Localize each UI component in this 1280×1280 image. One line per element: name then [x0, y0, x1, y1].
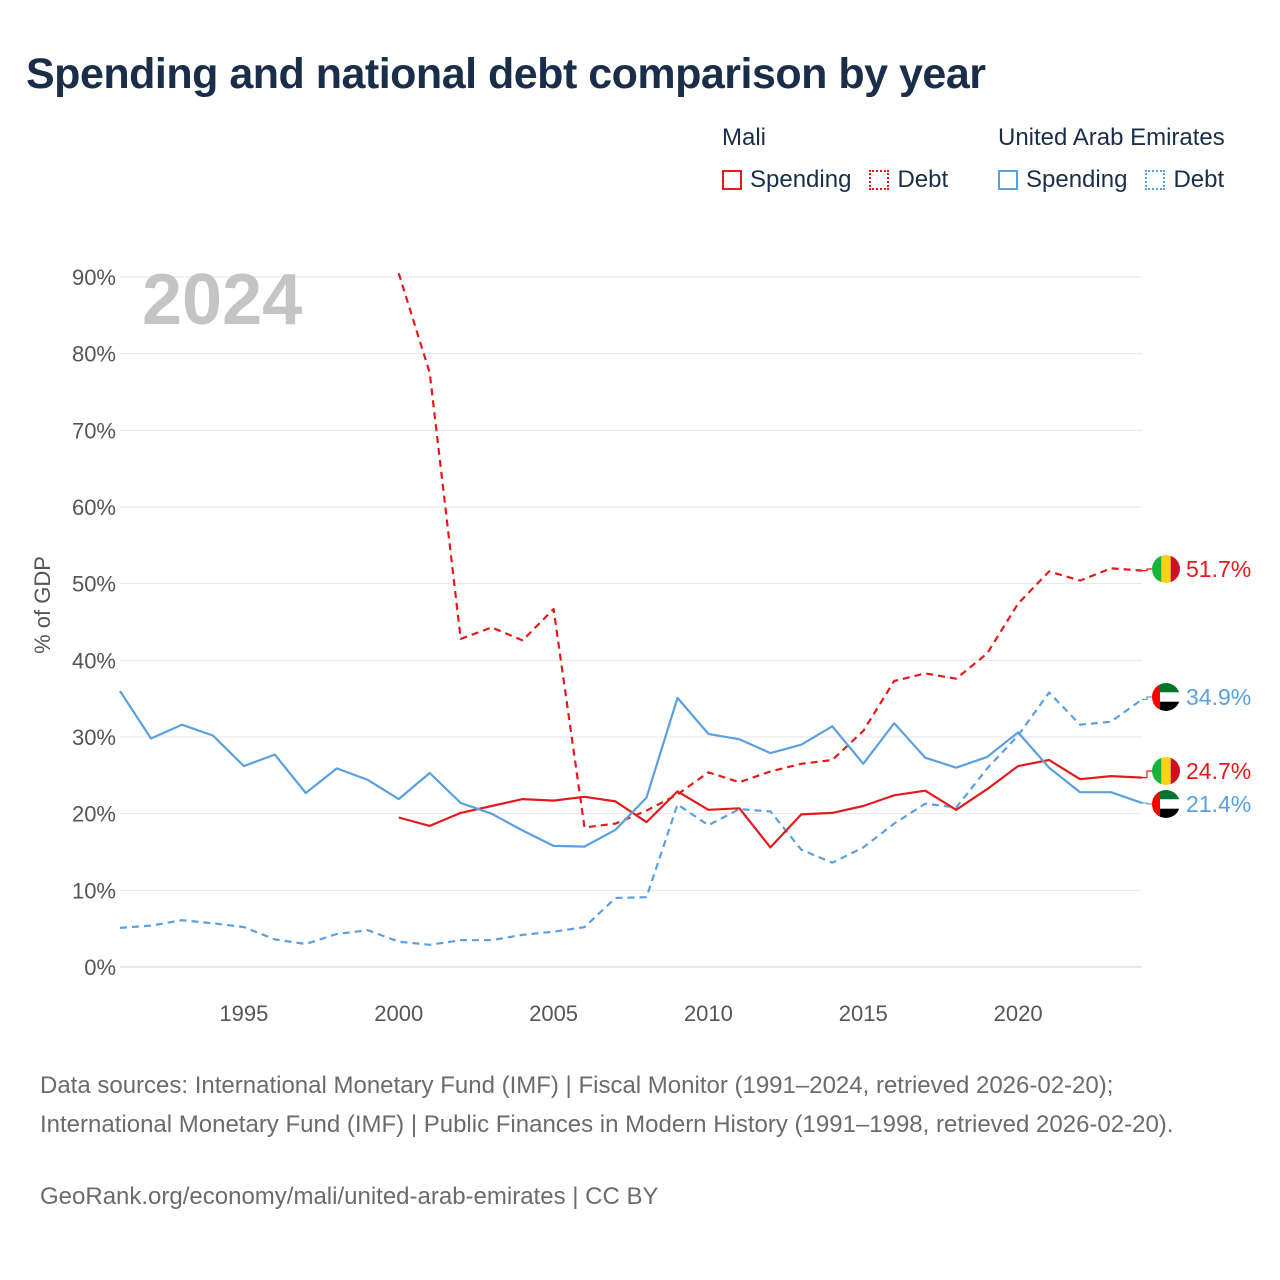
- x-tick-label: 2000: [374, 1001, 423, 1026]
- uae-debt-line[interactable]: [119, 691, 1143, 946]
- end-value-label: 21.4%: [1186, 791, 1251, 817]
- x-tick-label: 1995: [219, 1001, 268, 1026]
- chart-area: 2024 0% 10% 20% 30% 40% 50% 60% 70% 80% 90% 1995 2…: [30, 260, 1251, 1026]
- end-labels: 51.7% 34.9% 24.7% 21.4%: [1142, 555, 1251, 818]
- end-value-label: 24.7%: [1186, 758, 1251, 784]
- chart-title: Spending and national debt comparison by…: [26, 50, 986, 98]
- y-axis-label: % of GDP: [30, 556, 55, 654]
- x-tick-label: 2010: [684, 1001, 733, 1026]
- grid: [120, 276, 1142, 968]
- mali-flag-icon: [1152, 555, 1180, 583]
- legend-country-mali: Mali: [722, 124, 767, 151]
- x-tick-label: 2015: [839, 1001, 888, 1026]
- y-tick-label: 80%: [72, 342, 116, 367]
- uae-spending-line[interactable]: [119, 690, 1143, 848]
- legend-group-uae: United Arab Emirates Spending Debt: [998, 124, 1242, 194]
- y-tick-label: 30%: [72, 725, 116, 750]
- legend-label: Debt: [897, 166, 949, 193]
- footer-sources: Data sources: International Monetary Fun…: [40, 1072, 1174, 1138]
- end-value-label: 34.9%: [1186, 684, 1251, 710]
- legend-label: Spending: [750, 166, 852, 193]
- y-tick-label: 0%: [84, 955, 116, 980]
- end-connector: [1142, 802, 1152, 805]
- x-tick-label: 2020: [994, 1001, 1043, 1026]
- legend-item-uae-spending[interactable]: Spending: [998, 166, 1127, 194]
- end-connector: [1142, 770, 1152, 779]
- legend-item-uae-debt[interactable]: Debt: [1145, 166, 1224, 194]
- legend-group-mali: Mali Spending Debt: [722, 124, 966, 194]
- y-tick-label: 50%: [72, 572, 116, 597]
- end-connector: [1142, 568, 1152, 572]
- series: [119, 272, 1143, 946]
- legend-item-mali-spending[interactable]: Spending: [722, 166, 851, 194]
- legend-country-uae: United Arab Emirates: [998, 124, 1225, 151]
- legend-swatch-dotted-icon: [1145, 170, 1166, 190]
- y-tick-label: 40%: [72, 648, 116, 673]
- footer-link[interactable]: GeoRank.org/economy/mali/united-arab-emi…: [40, 1183, 659, 1210]
- legend-label: Debt: [1173, 166, 1225, 193]
- legend-label: Spending: [1026, 166, 1128, 193]
- end-value-label: 51.7%: [1186, 556, 1251, 582]
- legend-swatch-dotted-icon: [869, 170, 890, 190]
- y-axis: 0% 10% 20% 30% 40% 50% 60% 70% 80% 90%: [72, 265, 116, 980]
- x-axis: 1995 2000 2005 2010 2015 2020: [219, 1001, 1042, 1026]
- year-overlay: 2024: [142, 260, 302, 340]
- uae-flag-icon: [1152, 790, 1180, 818]
- mali-spending-line[interactable]: [398, 758, 1143, 849]
- mali-flag-icon: [1152, 757, 1180, 785]
- y-tick-label: 10%: [72, 878, 116, 903]
- legend-item-mali-debt[interactable]: Debt: [869, 166, 948, 194]
- y-tick-label: 70%: [72, 418, 116, 443]
- uae-flag-icon: [1152, 683, 1180, 711]
- y-tick-label: 60%: [72, 495, 116, 520]
- legend-swatch-solid-icon: [998, 170, 1018, 190]
- mali-debt-line[interactable]: [397, 272, 1143, 829]
- end-connector: [1142, 696, 1152, 701]
- legend-swatch-solid-icon: [722, 170, 742, 190]
- y-tick-label: 20%: [72, 802, 116, 827]
- x-tick-label: 2005: [529, 1001, 578, 1026]
- y-tick-label: 90%: [72, 265, 116, 290]
